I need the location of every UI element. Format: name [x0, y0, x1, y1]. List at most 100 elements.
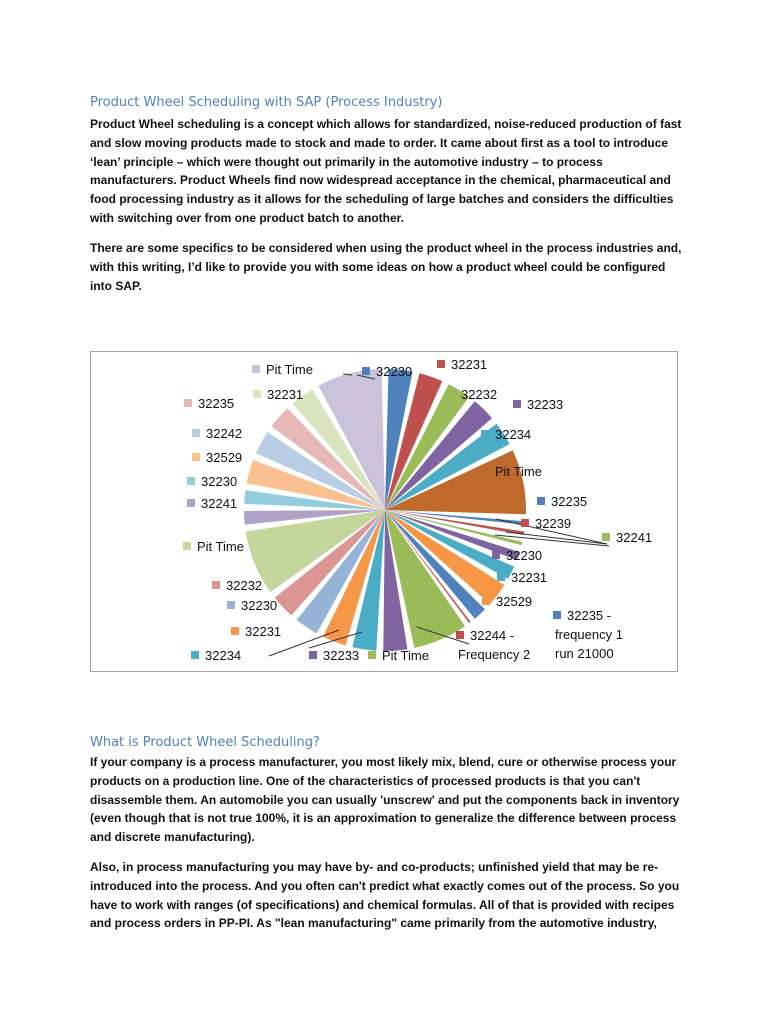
- pie-slice: [296, 510, 385, 634]
- legend-swatch: [231, 627, 239, 635]
- pie-label-text: 32235 -: [567, 608, 611, 623]
- pie-label-text: Pit Time: [495, 464, 542, 479]
- legend-swatch: [602, 533, 610, 541]
- legend-swatch: [187, 499, 195, 507]
- legend-swatch: [437, 360, 445, 368]
- legend-swatch: [252, 365, 260, 373]
- pie-label: 32241: [602, 530, 652, 545]
- pie-label: 32529: [482, 594, 532, 609]
- pie-label: Pit Time: [481, 464, 542, 479]
- legend-swatch: [513, 400, 521, 408]
- pie-slice: [385, 510, 526, 525]
- legend-swatch: [191, 651, 199, 659]
- legend-swatch: [456, 631, 464, 639]
- leader-line: [342, 373, 353, 376]
- pie-label-text: 32230: [241, 598, 277, 613]
- section-heading: What is Product Wheel Scheduling?: [90, 735, 320, 750]
- leader-line: [505, 531, 608, 545]
- legend-swatch: [184, 399, 192, 407]
- pie-label-text: Pit Time: [382, 648, 429, 663]
- pie-label-text: 32232: [461, 387, 497, 402]
- pie-label-text: 32231: [511, 570, 547, 585]
- pie-label-text: 32241: [201, 496, 237, 511]
- leader-line: [416, 626, 470, 645]
- leader-line: [308, 631, 363, 649]
- pie-slice: [244, 510, 385, 525]
- pie-label: 32244 - Frequency 2: [456, 628, 530, 662]
- pie-label: 32231: [231, 624, 281, 639]
- pie-label: 32235 - frequency 1 run 21000: [553, 608, 623, 661]
- product-wheel-pie-chart: 32230 32231 32232 32233 32234 Pit Time 32235 32…: [90, 351, 678, 672]
- legend-swatch: [227, 601, 235, 609]
- pie-label-text: 32231: [245, 624, 281, 639]
- pie-label: Pit Time: [252, 362, 313, 377]
- pie-label: 32235: [184, 396, 234, 411]
- legend-swatch: [183, 542, 191, 550]
- pie-slice: [385, 510, 505, 605]
- legend-swatch: [447, 390, 455, 398]
- pie-slice: [292, 389, 385, 510]
- legend-swatch: [482, 597, 490, 605]
- legend-swatch: [497, 573, 505, 581]
- pie-label-text: 32230: [506, 548, 542, 563]
- legend-swatch: [553, 611, 561, 619]
- pie-slice: [352, 510, 385, 651]
- pie-label: Pit Time: [183, 539, 244, 554]
- pie-label: 32529: [192, 450, 242, 465]
- pie-label-text: 32242: [206, 426, 242, 441]
- pie-slice: [244, 490, 385, 510]
- pie-slice: [246, 459, 385, 510]
- pie-slice: [385, 510, 471, 624]
- pie-label-text: 32234: [205, 648, 241, 663]
- pie-label-text: 32529: [206, 450, 242, 465]
- pie-label: 32232: [212, 578, 262, 593]
- pie-label-text: Frequency 2: [458, 647, 530, 662]
- pie-label: 32231: [253, 387, 303, 402]
- pie-slice: [385, 510, 485, 619]
- pie-slice: [385, 384, 470, 510]
- pie-slice: [385, 369, 413, 510]
- legend-swatch: [187, 477, 195, 485]
- leader-line: [494, 534, 610, 547]
- pie-slice: [385, 510, 465, 648]
- legend-swatch: [212, 581, 220, 589]
- legend-swatch: [521, 519, 529, 527]
- pie-label-text: 32231: [267, 387, 303, 402]
- pie-label: Pit Time: [368, 648, 429, 663]
- pie-label: 32241: [187, 496, 237, 511]
- pie-slice: [385, 510, 525, 535]
- leader-line: [268, 629, 340, 657]
- legend-swatch: [481, 430, 489, 438]
- legend-swatch: [362, 367, 370, 375]
- pie-slice: [322, 510, 385, 646]
- pie-label: 32231: [437, 357, 487, 372]
- pie-slice: [383, 510, 408, 651]
- pie-label-text: 32231: [451, 357, 487, 372]
- pie-chart-svg: 32230 32231 32232 32233 32234 Pit Time 32235 32…: [183, 357, 652, 663]
- pie-slice: [271, 408, 385, 510]
- pie-label-text: 32239: [535, 516, 571, 531]
- pie-label-text: 32230: [201, 474, 237, 489]
- pie-label-text: 32244 -: [470, 628, 514, 643]
- section-paragraph-2: Also, in process manufacturing you may h…: [90, 860, 680, 931]
- pie-label-text: 32241: [616, 530, 652, 545]
- article-title: Product Wheel Scheduling with SAP (Proce…: [90, 95, 443, 110]
- pie-label: 32230: [362, 364, 412, 379]
- pie-label: 32234: [481, 427, 531, 442]
- pie-slice: [318, 369, 385, 510]
- legend-swatch: [492, 551, 500, 559]
- legend-swatch: [192, 429, 200, 437]
- pie-slice: [385, 423, 510, 510]
- pie-label-text: Pit Time: [266, 362, 313, 377]
- pie-slice: [385, 510, 523, 546]
- pie-slice: [245, 510, 385, 593]
- pie-label: 32233: [309, 648, 359, 663]
- leader-line: [495, 518, 608, 545]
- pie-label-text: 32235: [198, 396, 234, 411]
- legend-swatch: [368, 651, 376, 659]
- pie-label: 32242: [192, 426, 242, 441]
- pie-label: 32239: [521, 516, 571, 531]
- pie-slice: [274, 510, 385, 616]
- pie-slice: [255, 432, 385, 510]
- pie-label: 32234: [191, 648, 241, 663]
